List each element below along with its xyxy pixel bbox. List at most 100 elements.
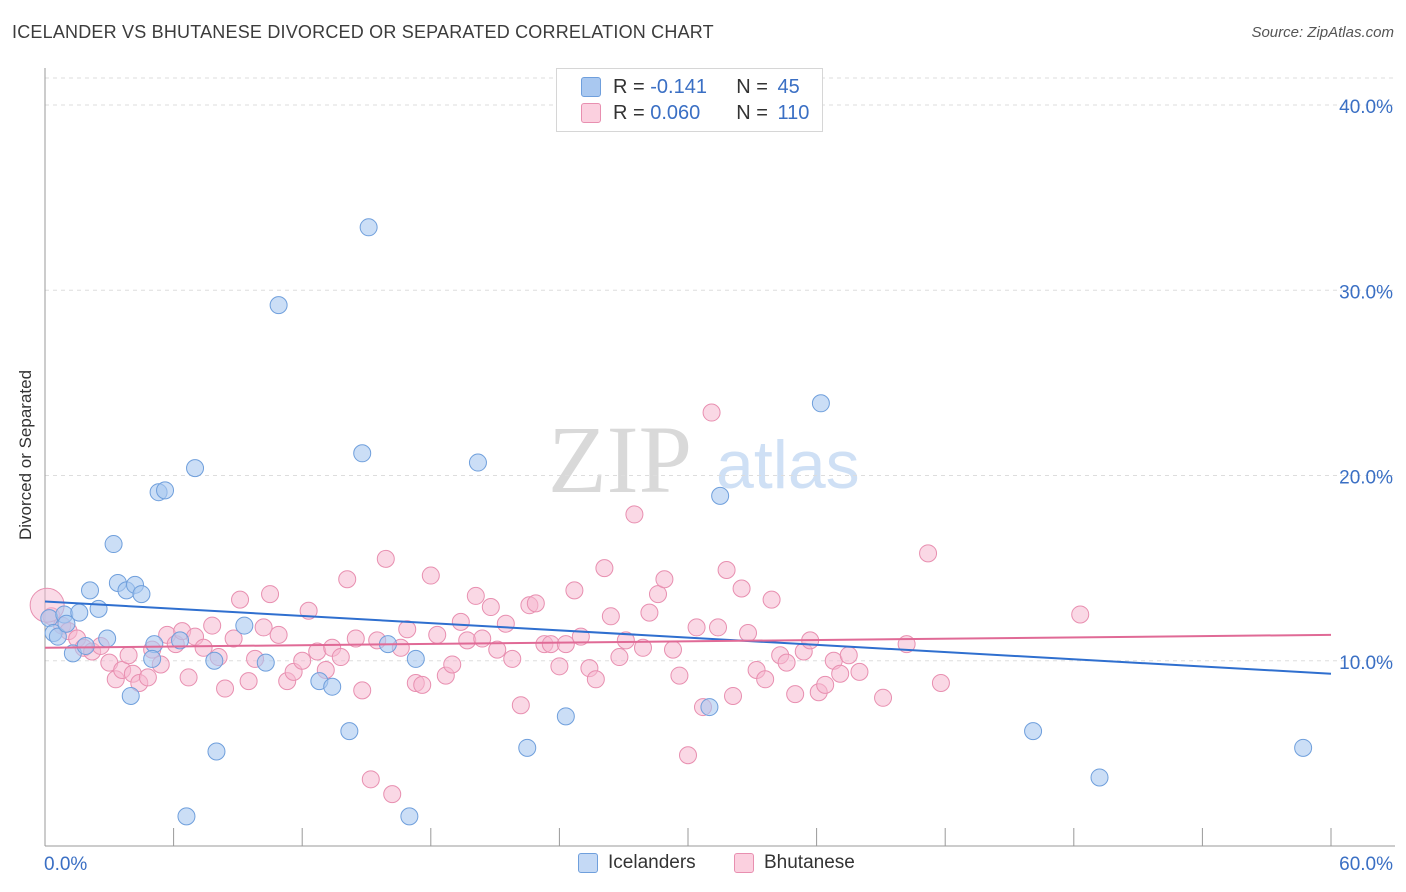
icelanders-point	[406, 649, 425, 668]
y-axis-label: Divorced or Separated	[16, 369, 35, 541]
y-axis-label-wrap: Divorced or Separated	[6, 0, 46, 892]
icelanders-point	[76, 636, 95, 655]
icelanders-point	[98, 629, 117, 648]
icelanders-point	[143, 649, 162, 668]
icelanders-swatch	[581, 77, 601, 97]
icelanders-legend-swatch	[578, 853, 598, 873]
bhutanese-point	[625, 505, 644, 524]
bhutanese-point	[353, 681, 372, 700]
bhutanese-point	[466, 586, 485, 605]
icelanders-point	[556, 707, 575, 726]
bhutanese-point	[496, 614, 515, 633]
icelanders-point	[48, 627, 67, 646]
stats-row-bhutanese: R = 0.060 N = 110	[581, 100, 809, 126]
legend-item-icelanders[interactable]: Icelanders	[578, 852, 696, 874]
watermark: ZIP atlas	[548, 406, 860, 513]
bhutanese-point	[451, 612, 470, 631]
legend-item-bhutanese[interactable]: Bhutanese	[734, 852, 855, 874]
stats-row-icelanders: R = -0.141 N = 45	[581, 74, 800, 100]
y-tick-label: 20.0%	[1339, 468, 1393, 489]
axes	[44, 68, 1395, 847]
bhutanese-point	[413, 675, 432, 694]
icelanders-point	[171, 631, 190, 650]
bhutanese-point	[762, 590, 781, 609]
legend-label-bhutanese: Bhutanese	[764, 852, 855, 873]
bhutanese-legend-swatch	[734, 853, 754, 873]
bhutanese-point	[655, 570, 674, 589]
x-tick-label: 60.0%	[1339, 854, 1393, 875]
bhutanese-point	[346, 629, 365, 648]
bhutanese-point	[679, 746, 697, 765]
icelanders-point	[353, 444, 372, 463]
r-value: -0.141	[650, 75, 707, 98]
r-value: 0.060	[650, 101, 701, 124]
bhutanese-point	[709, 618, 728, 637]
bhutanese-point	[565, 581, 584, 600]
icelanders-point	[89, 599, 108, 618]
icelanders-point	[256, 653, 275, 672]
bhutanese-point	[732, 579, 751, 598]
bhutanese-point	[331, 648, 350, 667]
bhutanese-point	[239, 672, 258, 691]
watermark-zip: ZIP	[548, 406, 692, 513]
bhutanese-swatch	[581, 103, 601, 123]
bhutanese-point	[816, 675, 835, 694]
bhutanese-point	[216, 679, 235, 698]
bhutanese-point	[874, 688, 893, 707]
r-label: R =	[613, 75, 651, 98]
icelanders-point	[468, 453, 487, 472]
n-label: N =	[736, 101, 774, 124]
bhutanese-point	[777, 653, 796, 672]
y-tick-label: 30.0%	[1339, 282, 1393, 303]
bhutanese-point	[269, 625, 288, 644]
bhutanese-point	[203, 616, 222, 635]
trend-lines	[44, 600, 1332, 675]
bhutanese-point	[511, 696, 530, 715]
bhutanese-point	[931, 673, 950, 692]
bhutanese-point	[601, 607, 620, 626]
icelanders-point	[81, 581, 100, 600]
icelanders-point	[400, 807, 419, 826]
bhutanese-point	[717, 560, 736, 579]
y-tick-label: 10.0%	[1339, 653, 1393, 674]
n-label: N =	[736, 75, 774, 98]
bhutanese-point	[338, 570, 357, 589]
icelanders-point	[1024, 722, 1043, 741]
n-value: 45	[777, 75, 800, 98]
bhutanese-point	[503, 649, 522, 668]
bhutanese-point	[616, 631, 635, 650]
source-label: Source: ZipAtlas.com	[1251, 24, 1394, 41]
bhutanese-point	[786, 685, 805, 704]
series-legend: Icelanders Bhutanese	[0, 852, 1406, 878]
icelanders-point	[132, 585, 151, 604]
bhutanese-point	[481, 598, 500, 617]
bhutanese-point	[231, 590, 250, 609]
bhutanese-point	[595, 559, 614, 578]
icelanders-point	[1294, 738, 1313, 757]
stats-legend: R = -0.141 N = 45 R = 0.060 N = 110	[556, 68, 823, 132]
icelanders-point	[235, 616, 254, 635]
watermark-atlas: atlas	[716, 427, 860, 503]
bhutanese-point	[756, 670, 775, 689]
bhutanese-point	[724, 686, 743, 705]
icelanders-points	[40, 218, 1313, 826]
icelanders-trend-line	[44, 600, 1332, 675]
bhutanese-point	[261, 585, 280, 604]
bhutanese-point	[428, 625, 447, 644]
bhutanese-point	[488, 640, 507, 659]
bhutanese-point	[138, 668, 157, 687]
bhutanese-point	[610, 648, 629, 667]
bhutanese-trend-line	[44, 633, 1332, 649]
icelanders-point	[323, 677, 342, 696]
icelanders-point	[1090, 768, 1109, 787]
bhutanese-point	[361, 770, 380, 789]
bhutanese-point	[919, 544, 938, 563]
bhutanese-point	[702, 403, 721, 422]
bhutanese-point	[670, 666, 689, 685]
icelanders-point	[104, 535, 123, 554]
bhutanese-point	[179, 668, 198, 687]
icelanders-point	[207, 742, 226, 761]
bhutanese-point	[663, 640, 682, 659]
bhutanese-point	[421, 566, 440, 585]
